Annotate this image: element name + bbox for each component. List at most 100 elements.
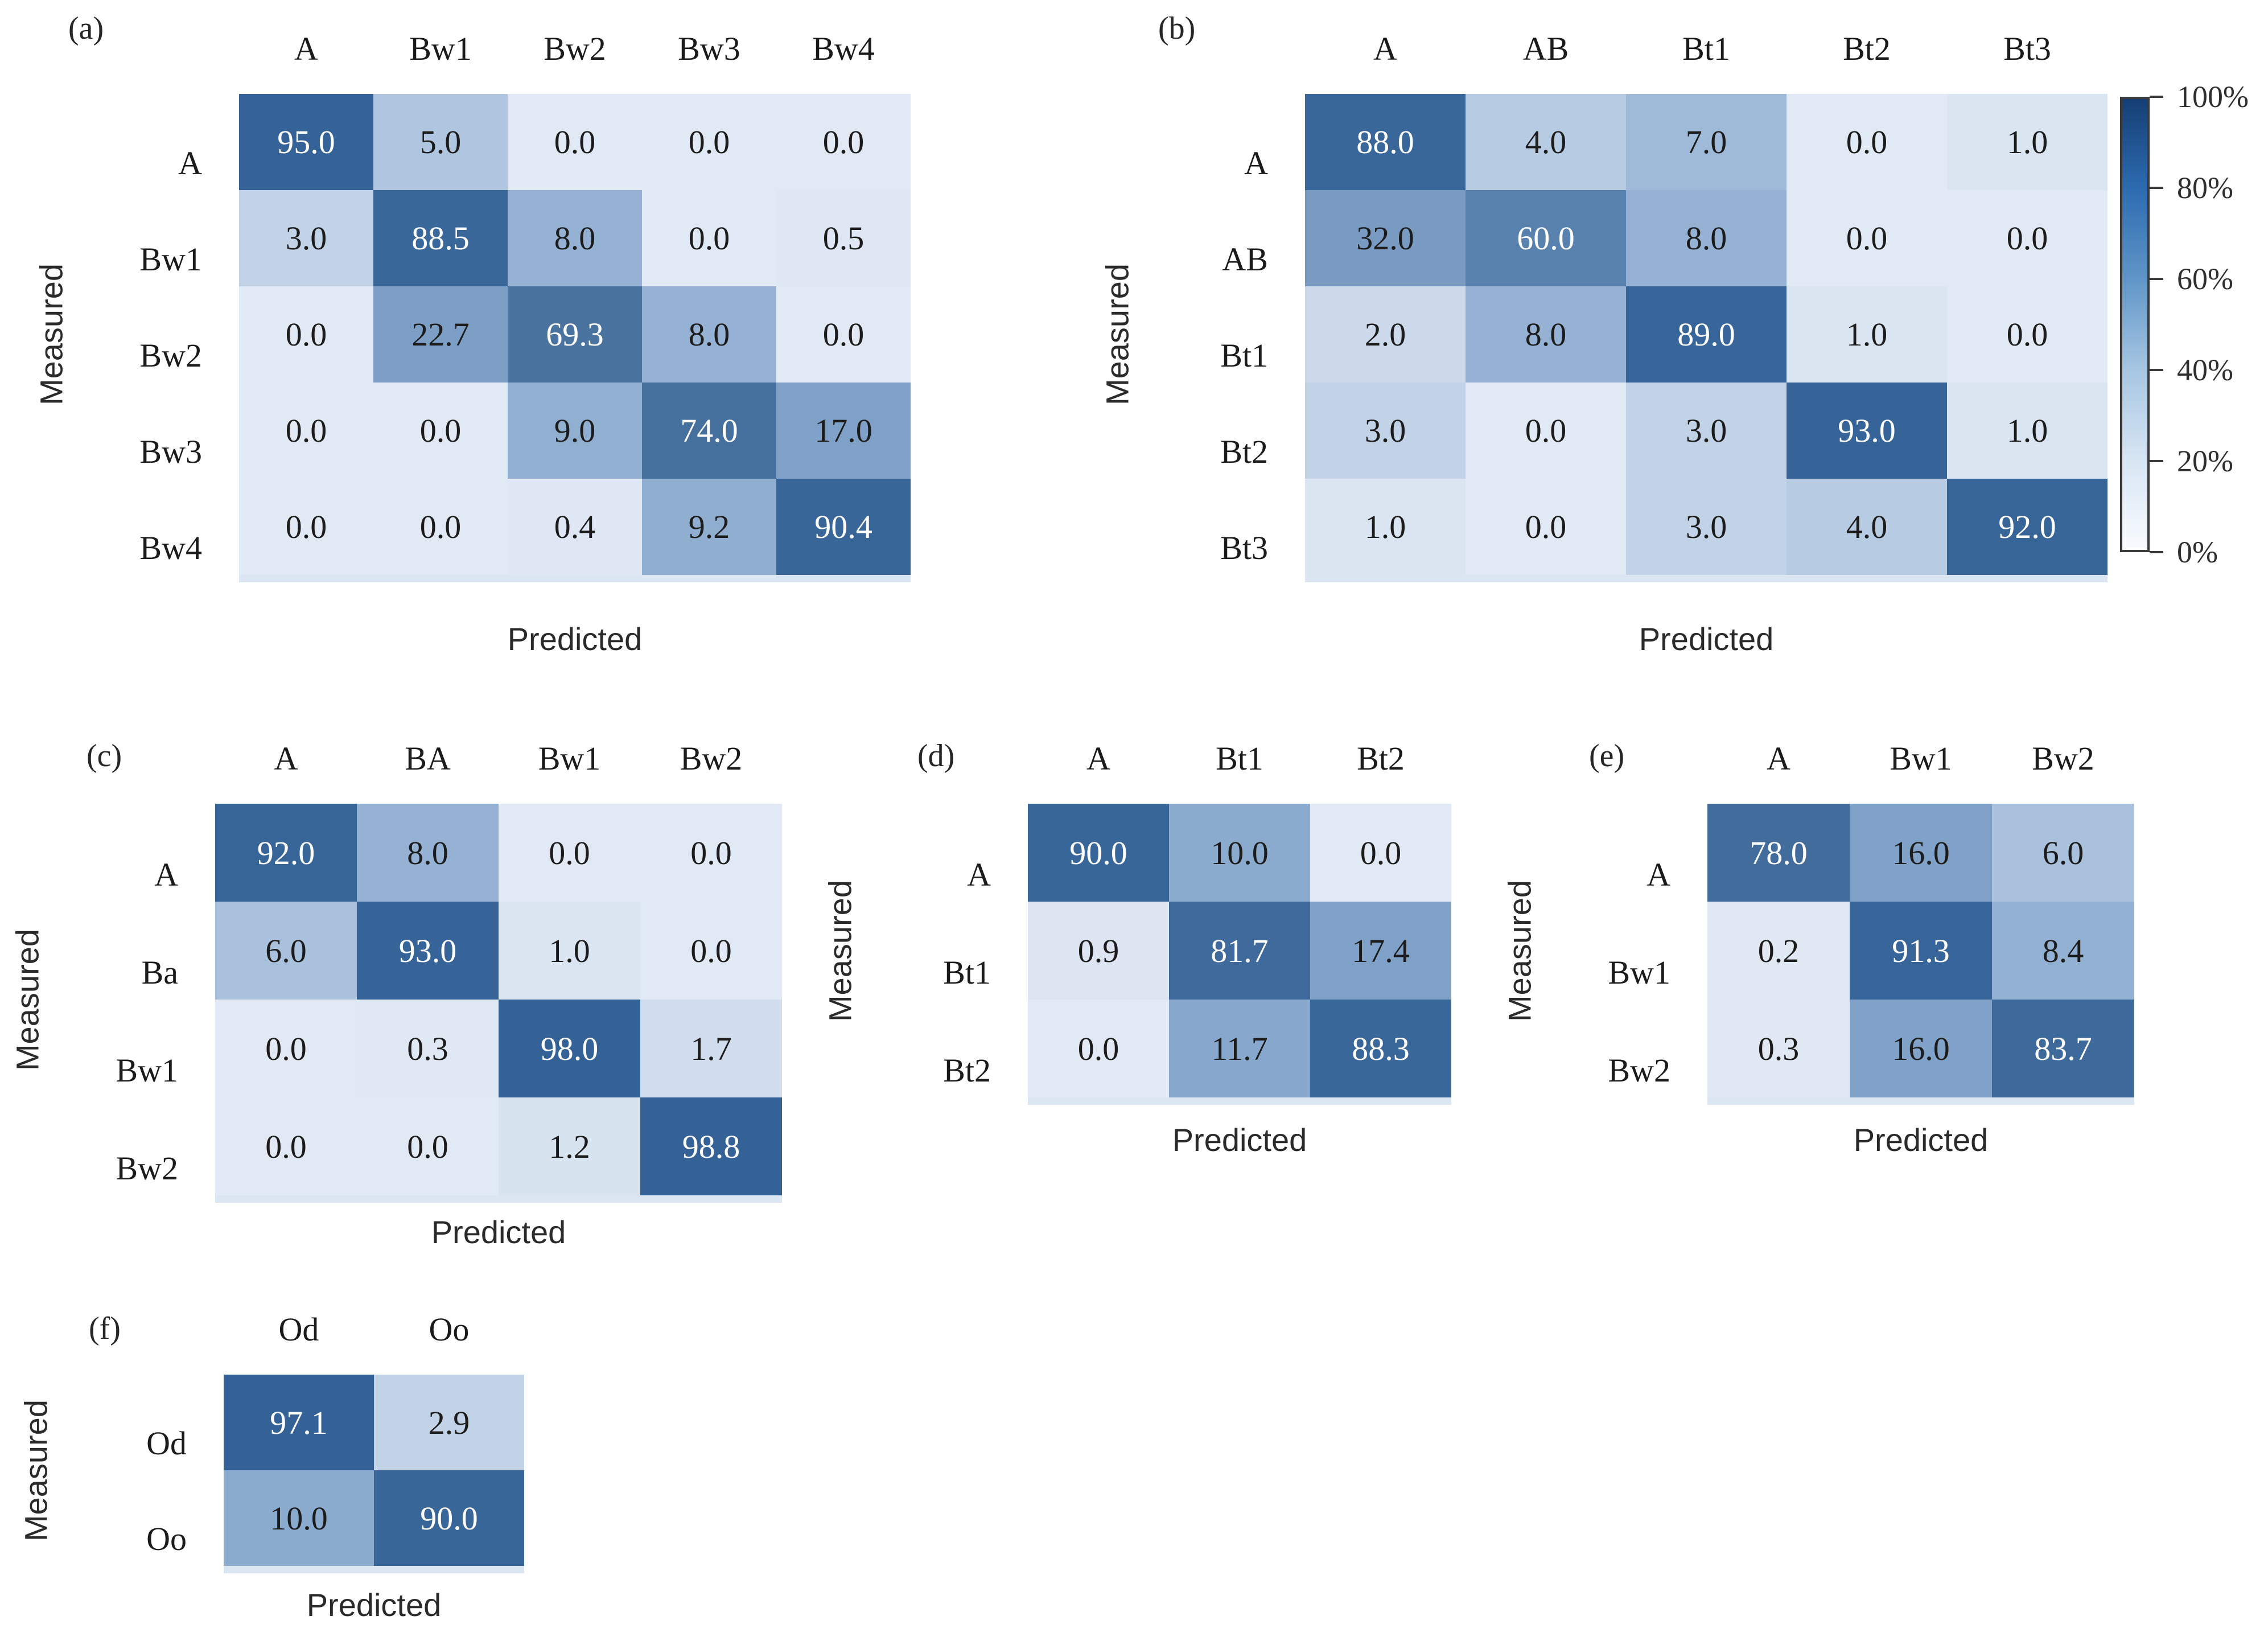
matrix-cell: 9.0 [508, 383, 642, 479]
matrix-cell: 90.0 [374, 1470, 524, 1566]
matrix-cell: 0.0 [357, 1097, 499, 1195]
matrix-cell: 98.8 [640, 1097, 782, 1195]
panel-label: (a) [68, 11, 104, 46]
matrix-cell: 1.0 [1947, 94, 2108, 190]
matrix-cell: 98.0 [499, 1000, 640, 1097]
grid-bottom-edge [1707, 1097, 2134, 1105]
matrix-cell: 32.0 [1305, 190, 1466, 286]
col-header: Bw1 [409, 30, 472, 67]
row-header: Bw2 [116, 1150, 178, 1187]
col-header: Bw2 [544, 30, 606, 67]
matrix-cell: 0.3 [1707, 1000, 1850, 1097]
grid-bottom-edge [1305, 575, 2108, 582]
col-header: A [294, 30, 318, 67]
x-axis-label: Predicted [507, 620, 643, 657]
panel-label: (e) [1589, 738, 1625, 774]
panel-label: (c) [87, 738, 122, 774]
col-header: AB [1522, 30, 1569, 67]
col-header: Od [278, 1310, 319, 1348]
col-header: Bw2 [680, 739, 743, 777]
matrix-cell: 0.0 [373, 383, 508, 479]
matrix-cell: 1.2 [499, 1097, 640, 1195]
matrix-cell: 0.4 [508, 479, 642, 575]
matrix-cell: 4.0 [1787, 479, 1947, 575]
colorbar-tick-label: 100% [2177, 80, 2249, 114]
matrix-cell: 10.0 [224, 1470, 374, 1566]
matrix-cell: 16.0 [1850, 804, 1992, 902]
matrix-cell: 93.0 [1787, 383, 1947, 479]
row-header: Bt1 [1220, 337, 1268, 374]
row-header: AB [1222, 241, 1268, 278]
matrix-cell: 5.0 [373, 94, 508, 190]
matrix-cell: 88.0 [1305, 94, 1466, 190]
matrix-cell: 1.0 [1787, 286, 1947, 383]
colorbar-tick [2150, 369, 2163, 371]
colorbar-tick-label: 80% [2177, 171, 2233, 205]
colorbar-tick [2150, 96, 2163, 98]
matrix-cell: 0.0 [642, 190, 776, 286]
matrix-cell: 6.0 [1992, 804, 2134, 902]
row-header: Ba [141, 954, 178, 991]
matrix-cell: 0.0 [640, 902, 782, 1000]
matrix-cell: 16.0 [1850, 1000, 1992, 1097]
colorbar-tick [2150, 551, 2163, 553]
grid-bottom-edge [215, 1195, 782, 1203]
matrix-cell: 8.0 [1626, 190, 1787, 286]
col-header: Bt1 [1682, 30, 1730, 67]
matrix-cell: 6.0 [215, 902, 357, 1000]
matrix-cell: 1.0 [499, 902, 640, 1000]
row-header: A [178, 145, 202, 182]
row-header: Bw4 [139, 529, 202, 566]
matrix-cell: 0.0 [1947, 286, 2108, 383]
row-header: Bt3 [1220, 529, 1268, 566]
matrix-cell: 17.4 [1310, 902, 1451, 1000]
matrix-cell: 0.9 [1028, 902, 1169, 1000]
x-axis-label: Predicted [1639, 620, 1774, 657]
matrix-cell: 1.7 [640, 1000, 782, 1097]
matrix-cell: 0.0 [776, 286, 911, 383]
row-header: Bw1 [139, 241, 202, 278]
matrix-cell: 92.0 [1947, 479, 2108, 575]
matrix-cell: 22.7 [373, 286, 508, 383]
matrix-cell: 88.5 [373, 190, 508, 286]
matrix-cell: 10.0 [1169, 804, 1310, 902]
col-header: Oo [429, 1310, 470, 1348]
matrix-cell: 0.0 [1787, 190, 1947, 286]
matrix-cell: 2.0 [1305, 286, 1466, 383]
matrix-cell: 0.0 [1466, 383, 1626, 479]
matrix-cell: 11.7 [1169, 1000, 1310, 1097]
matrix-cell: 90.0 [1028, 804, 1169, 902]
matrix-cell: 69.3 [508, 286, 642, 383]
matrix-cell: 8.0 [1466, 286, 1626, 383]
colorbar-gradient [2120, 97, 2150, 552]
matrix-cell: 0.0 [215, 1097, 357, 1195]
grid-bottom-edge [1028, 1097, 1451, 1105]
col-header: Bt3 [2003, 30, 2051, 67]
matrix-cell: 0.0 [1787, 94, 1947, 190]
row-header: Bw1 [116, 1052, 178, 1089]
col-header: BA [405, 739, 451, 777]
colorbar-tick [2150, 460, 2163, 462]
matrix-cell: 0.0 [215, 1000, 357, 1097]
matrix-cell: 3.0 [1626, 479, 1787, 575]
row-header: Bt2 [1220, 433, 1268, 470]
col-header: Bt2 [1843, 30, 1891, 67]
matrix-cell: 90.4 [776, 479, 911, 575]
matrix-cell: 0.0 [373, 479, 508, 575]
row-header: Oo [146, 1520, 187, 1557]
matrix-cell: 8.0 [508, 190, 642, 286]
matrix-cell: 91.3 [1850, 902, 1992, 1000]
matrix-cell: 0.0 [1947, 190, 2108, 286]
matrix-cell: 83.7 [1992, 1000, 2134, 1097]
matrix-cell: 0.0 [499, 804, 640, 902]
matrix-cell: 97.1 [224, 1375, 374, 1470]
matrix-cell: 0.5 [776, 190, 911, 286]
row-header: Bw3 [139, 433, 202, 470]
matrix-cell: 81.7 [1169, 902, 1310, 1000]
matrix-cell: 89.0 [1626, 286, 1787, 383]
col-header: A [274, 739, 298, 777]
colorbar-tick-label: 0% [2177, 535, 2218, 569]
matrix-cell: 0.0 [508, 94, 642, 190]
col-header: Bw2 [2032, 739, 2094, 777]
